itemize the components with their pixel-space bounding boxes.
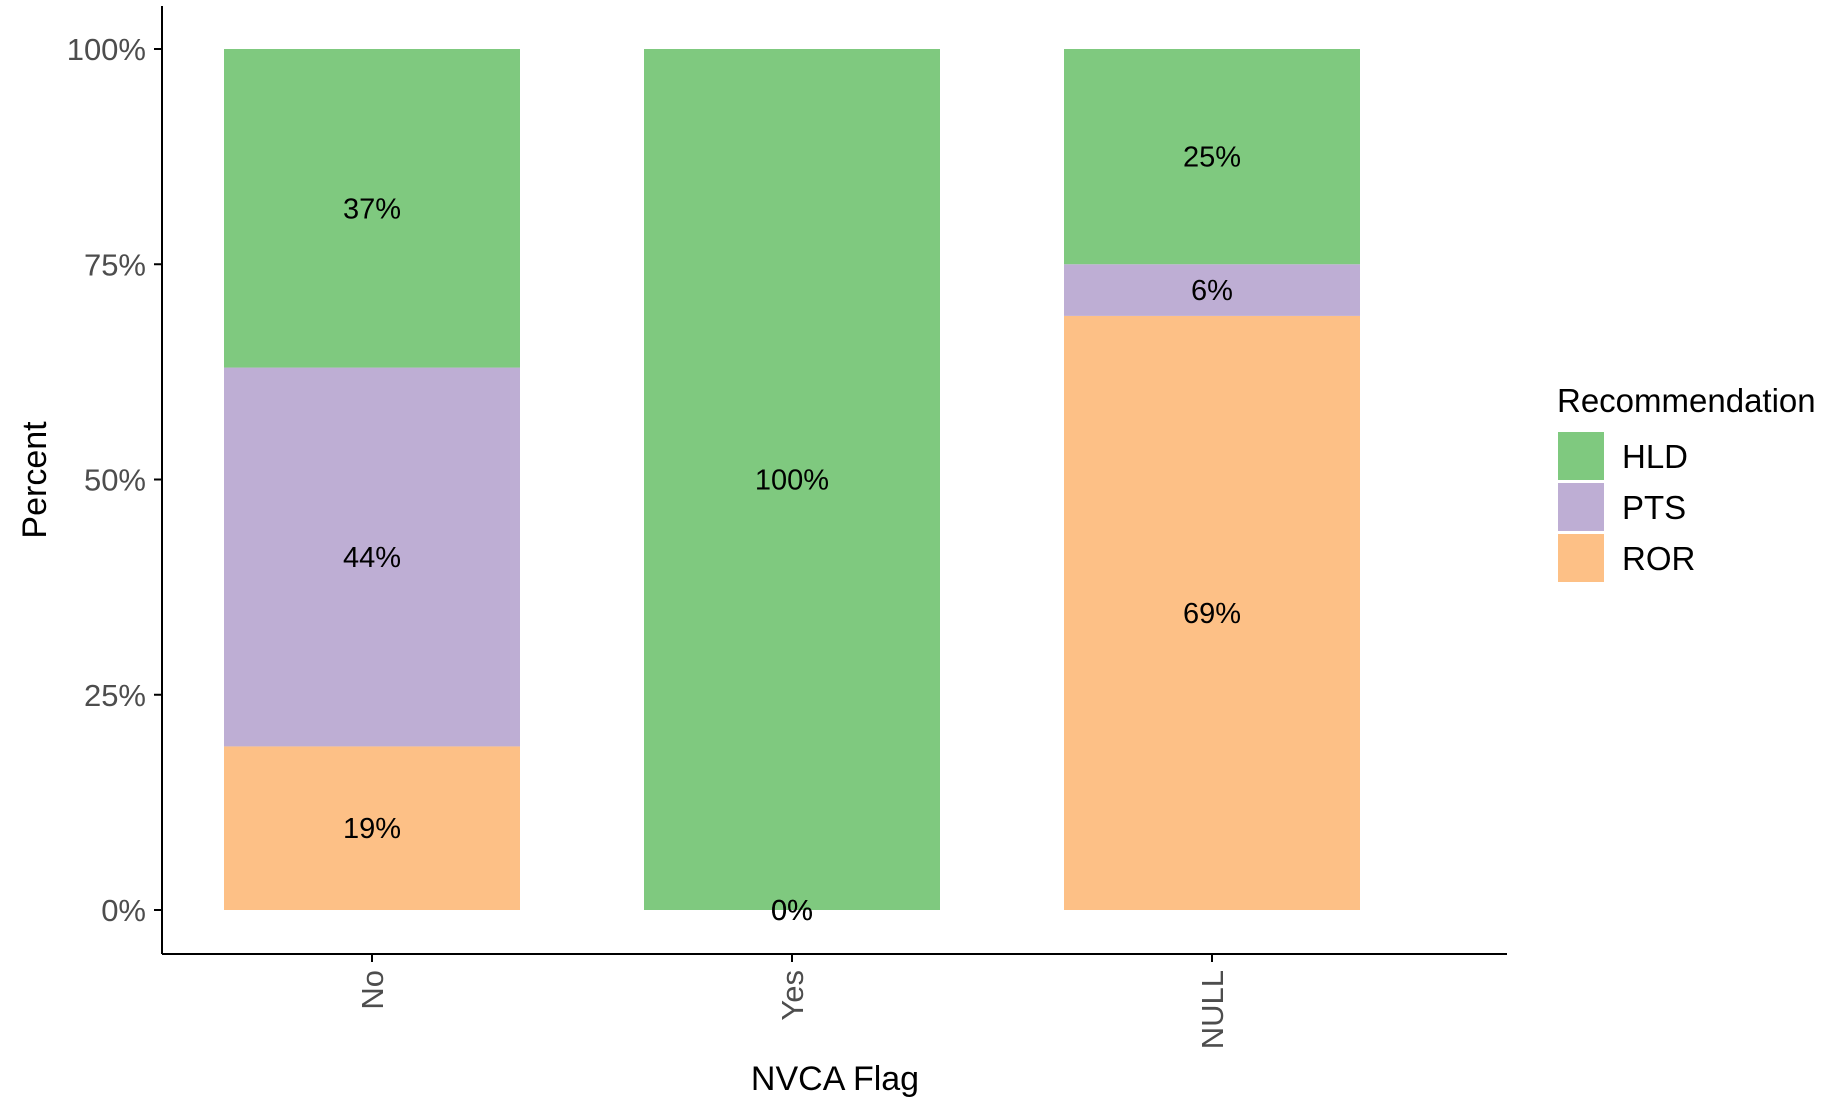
bar-segment-no-hld <box>224 49 520 368</box>
bar-label-yes-hld: 100% <box>755 465 829 497</box>
legend-label-pts: PTS <box>1622 489 1686 526</box>
bar-segment-no-pts <box>224 367 520 747</box>
legend-label-ror: ROR <box>1622 540 1695 577</box>
x-tick-label-null: NULL <box>1195 970 1230 1049</box>
y-tick-label: 100% <box>67 32 146 67</box>
x-axis-title: NVCA Flag <box>751 1060 919 1098</box>
y-tick-label: 0% <box>101 893 146 928</box>
y-ticks-layer: 0% 25% 50% 75% 100% <box>67 32 162 928</box>
bar-label-null-hld: 25% <box>1183 142 1241 174</box>
x-ticks-layer: No Yes NULL <box>355 954 1230 1049</box>
bar-segment-no-ror <box>224 746 520 910</box>
bar-label-no-hld: 37% <box>343 193 401 225</box>
legend-label-hld: HLD <box>1622 438 1688 475</box>
bars-layer <box>224 49 1360 910</box>
legend-key-hld <box>1558 432 1604 480</box>
bar-label-yes-ror: 0% <box>771 895 813 927</box>
y-axis-title: Percent <box>16 421 54 539</box>
bar-label-no-ror: 19% <box>343 813 401 845</box>
legend-key-pts <box>1558 483 1604 531</box>
bar-segment-null-ror <box>1064 315 1360 910</box>
bar-label-null-ror: 69% <box>1183 598 1241 630</box>
x-tick-label-yes: Yes <box>775 970 810 1021</box>
bar-label-yes-pts: 0% <box>771 895 813 927</box>
y-tick-label: 50% <box>84 463 146 498</box>
legend-items: HLD PTS ROR <box>1558 432 1695 582</box>
bar-segment-null-pts <box>1064 264 1360 316</box>
x-tick-label-no: No <box>355 970 390 1010</box>
bar-label-null-pts: 6% <box>1191 275 1233 307</box>
legend-title: Recommendation <box>1557 382 1816 419</box>
bar-label-no-pts: 44% <box>343 542 401 574</box>
y-tick-label: 25% <box>84 678 146 713</box>
y-tick-label: 75% <box>84 247 146 282</box>
bar-labels-layer: 19%44%37%0%0%100%69%6%25% <box>343 142 1241 927</box>
bar-segment-yes-hld <box>644 49 940 910</box>
legend-key-ror <box>1558 534 1604 582</box>
bar-segment-null-hld <box>1064 49 1360 265</box>
legend: Recommendation HLD PTS ROR <box>1557 382 1816 582</box>
